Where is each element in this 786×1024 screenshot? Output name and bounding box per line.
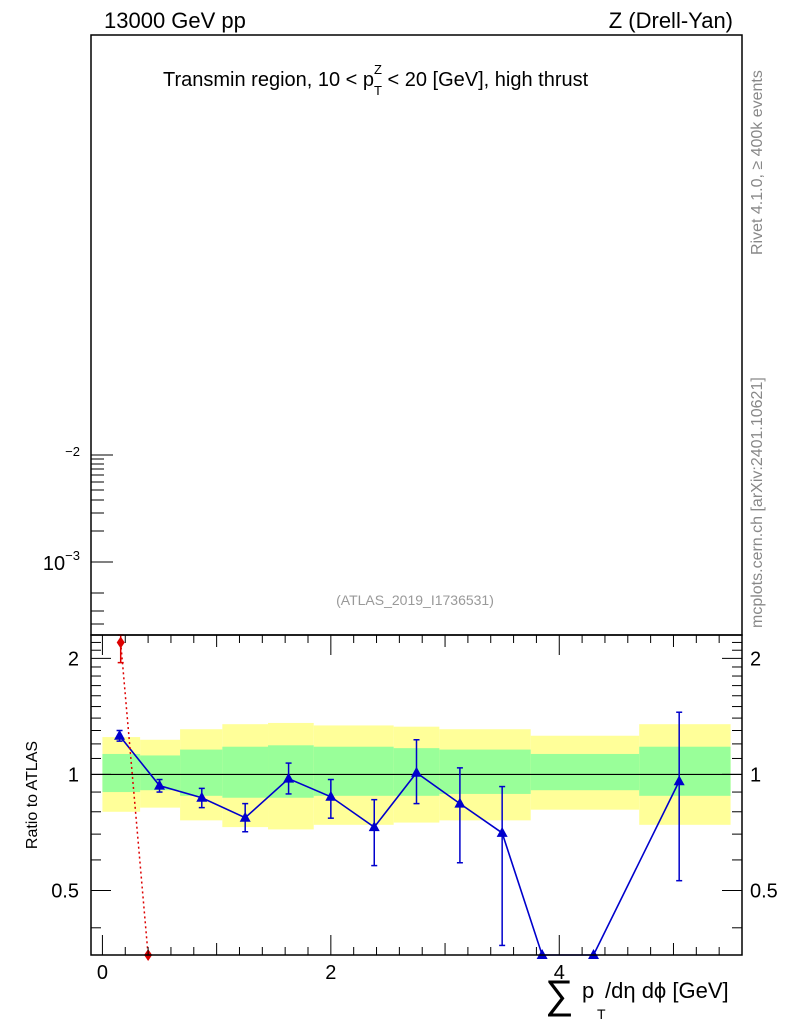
x-axis-label-sum: ∑: [545, 973, 574, 1017]
series-0-point-3: [239, 811, 251, 822]
series-0-point-0: [114, 729, 126, 740]
series-0-point-1: [154, 779, 166, 790]
x-tick-label-1: 2: [325, 962, 336, 984]
mcplots-label: mcplots.cern.ch [arXiv:2401.10621]: [749, 377, 766, 628]
inner-band-bin-5: [313, 746, 394, 796]
series-0-point-4: [283, 772, 295, 783]
ratio-y-tick-label-right-0: 0.5: [750, 880, 778, 902]
ratio-series-group: [114, 634, 685, 961]
main-y-axis: [91, 454, 113, 625]
ratio-y-tick-label-left-1: 1: [68, 764, 79, 786]
inner-band-bin-7: [439, 749, 531, 794]
inner-band-bin-4: [268, 745, 314, 798]
inner-band-bin-3: [222, 746, 269, 798]
ratio-x-axis: 0 2 4: [97, 635, 720, 984]
series-0-point-2: [196, 791, 208, 802]
rivet-version-label: Rivet 4.1.0, ≥ 400k events: [749, 70, 766, 255]
ratio-y-axis: 0.5 0.5 1 1 2 2: [51, 641, 778, 929]
main-y-tick-label-minus2: −2: [65, 444, 80, 459]
series-0-point-9: [496, 826, 508, 837]
ratio-y-axis-label: Ratio to ATLAS: [24, 741, 41, 849]
series-0-point-11: [588, 949, 600, 959]
series-0-point-5: [325, 790, 337, 801]
x-axis-label-sub-t: T: [597, 1006, 606, 1022]
series-1-point-0: [116, 636, 125, 649]
ratio-y-tick-label-left-2: 2: [68, 648, 79, 670]
series-0-point-12: [673, 775, 685, 786]
series-0-point-10: [536, 949, 548, 959]
inner-band-bin-0: [102, 753, 141, 793]
ratio-y-tick-label-right-1: 1: [750, 764, 761, 786]
analysis-watermark: (ATLAS_2019_I1736531): [336, 592, 494, 608]
x-tick-label-2: 4: [554, 962, 565, 984]
series-1-line: [119, 642, 149, 956]
main-panel-frame: [90, 34, 743, 636]
process-label: Z (Drell-Yan): [609, 8, 733, 33]
x-axis-label: ∑ p T /dη dϕ [GeV]: [545, 973, 729, 1022]
inner-band-bin-9: [639, 746, 731, 796]
main-panel-title: Transmin region, 10 < pTZ < 20 [GeV], hi…: [163, 62, 589, 98]
x-axis-label-p: p: [582, 978, 594, 1003]
beam-energy-label: 13000 GeV pp: [104, 8, 246, 33]
x-axis-label-rest: /dη dϕ [GeV]: [605, 978, 729, 1003]
x-tick-label-0: 0: [97, 962, 108, 984]
main-y-tick-label-1e-3: 10−3: [43, 548, 80, 575]
series-0-point-7: [411, 766, 422, 777]
ratio-uncertainty-bands: [102, 722, 731, 830]
inner-band-bin-8: [530, 753, 640, 791]
series-0-point-6: [368, 821, 380, 832]
series-0-point-8: [454, 797, 466, 808]
ratio-y-tick-label-left-0: 0.5: [51, 880, 79, 902]
ratio-y-tick-label-right-2: 2: [750, 648, 761, 670]
ratio-panel-frame: [90, 634, 743, 956]
